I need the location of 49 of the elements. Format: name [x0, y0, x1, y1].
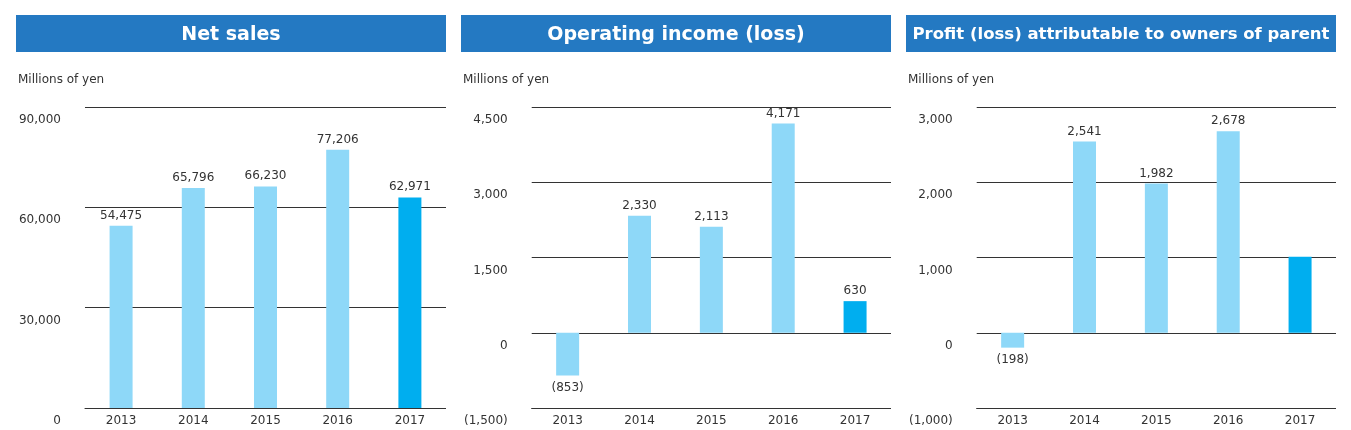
- data-label: 66,230: [244, 168, 287, 183]
- y-axis-title: Millions of yen: [18, 72, 105, 86]
- data-label: (853): [551, 379, 584, 394]
- x-tick-label: 2014: [1069, 413, 1100, 427]
- data-label: 62,971: [388, 179, 431, 194]
- y-tick-label: 60,000: [18, 212, 61, 227]
- data-label: 2,330: [622, 197, 657, 212]
- y-tick-label: 0: [53, 413, 61, 427]
- y-axis-title: Millions of yen: [908, 72, 995, 86]
- x-tick-label: 2016: [1212, 413, 1244, 427]
- chart-title: Profit (loss) attributable to owners of parent: [906, 15, 1336, 52]
- y-tick-label: 1,500: [473, 262, 508, 277]
- data-label: 630: [843, 283, 867, 298]
- x-tick-label: 2017: [1284, 413, 1316, 427]
- data-label: 54,475: [100, 207, 143, 222]
- x-tick-label: 2013: [552, 413, 583, 427]
- x-tick-label: 2013: [105, 413, 137, 427]
- data-label: 65,796: [172, 169, 215, 184]
- x-tick-label: 2014: [624, 413, 655, 427]
- x-tick-label: 2017: [839, 413, 871, 427]
- y-tick-label: 90,000: [18, 112, 61, 126]
- y-tick-label: 0: [945, 337, 953, 352]
- y-tick-label: 3,000: [473, 187, 508, 202]
- y-tick-label: 0: [500, 337, 508, 352]
- x-tick-label: 2014: [178, 413, 209, 427]
- y-tick-label: (1,500): [464, 413, 508, 427]
- x-tick-label: 2015: [696, 413, 727, 427]
- x-tick-label: 2016: [322, 413, 353, 427]
- x-tick-label: 2016: [767, 413, 799, 427]
- y-tick-label: 4,500: [473, 112, 508, 126]
- x-tick-label: 2013: [997, 413, 1028, 427]
- data-label: 1,982: [1139, 165, 1174, 180]
- chart-title: Operating income (loss): [461, 15, 891, 52]
- data-label: (198): [996, 351, 1029, 366]
- data-label: 2,541: [1067, 123, 1102, 138]
- y-tick-label: 30,000: [18, 312, 61, 327]
- x-tick-label: 2015: [1141, 413, 1172, 427]
- y-axis-title: Millions of yen: [463, 72, 550, 86]
- data-label: 77,206: [316, 131, 359, 146]
- data-label: 2,678: [1211, 113, 1246, 128]
- y-tick-label: 3,000: [918, 112, 953, 126]
- y-tick-label: 2,000: [918, 187, 953, 202]
- x-tick-label: 2017: [394, 413, 426, 427]
- data-label: 2,113: [694, 208, 729, 223]
- chart-title: Net sales: [16, 15, 446, 52]
- x-tick-label: 2015: [250, 413, 281, 427]
- y-tick-label: (1,000): [909, 413, 953, 427]
- y-tick-label: 1,000: [918, 262, 953, 277]
- data-label: 4,171: [766, 105, 801, 120]
